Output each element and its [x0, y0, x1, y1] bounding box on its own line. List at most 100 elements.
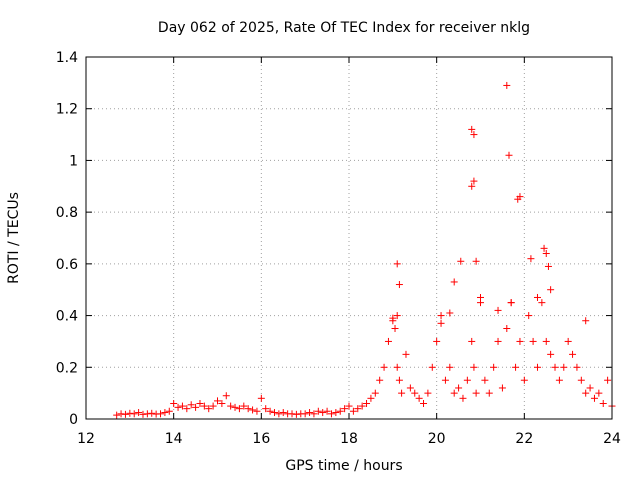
data-point	[538, 299, 546, 307]
data-point	[135, 409, 143, 417]
data-point	[266, 407, 274, 415]
data-point	[542, 250, 550, 258]
data-point	[327, 410, 335, 418]
data-point	[564, 337, 572, 345]
data-point	[604, 376, 612, 384]
grid-layer	[86, 57, 612, 419]
data-point	[540, 244, 548, 252]
x-tick-label: 14	[165, 431, 183, 447]
data-point	[507, 299, 515, 307]
data-point	[527, 255, 535, 263]
data-point	[376, 376, 384, 384]
data-point	[424, 389, 432, 397]
x-tick-label: 18	[340, 431, 358, 447]
data-point	[544, 262, 552, 270]
data-point	[363, 399, 371, 407]
data-point	[411, 389, 419, 397]
data-point	[384, 337, 392, 345]
data-point	[389, 314, 397, 322]
data-point	[354, 405, 362, 413]
chart-title: Day 062 of 2025, Rate Of TEC Index for r…	[158, 20, 530, 36]
data-point	[470, 363, 478, 371]
data-point	[459, 394, 467, 402]
data-point	[178, 402, 186, 410]
data-point	[590, 394, 598, 402]
data-point	[468, 125, 476, 133]
data-point	[345, 402, 353, 410]
data-point	[468, 182, 476, 190]
data-point	[192, 403, 200, 411]
data-point	[494, 306, 502, 314]
data-point	[485, 389, 493, 397]
data-point	[433, 337, 441, 345]
data-point	[380, 363, 388, 371]
data-point	[306, 409, 314, 417]
data-point	[582, 317, 590, 325]
data-point	[516, 337, 524, 345]
data-point	[450, 278, 458, 286]
y-tick-label: 0.2	[56, 360, 78, 376]
data-point	[244, 405, 252, 413]
data-point	[415, 394, 423, 402]
x-tick-label: 22	[515, 431, 533, 447]
y-tick-label: 0.8	[56, 205, 78, 221]
data-point	[139, 410, 147, 418]
data-point	[472, 257, 480, 265]
data-point	[288, 410, 296, 418]
data-point	[249, 406, 257, 414]
data-point	[395, 281, 403, 289]
data-point	[196, 399, 204, 407]
data-point	[214, 397, 221, 405]
data-point	[542, 337, 550, 345]
data-point	[494, 337, 502, 345]
data-point	[533, 293, 541, 301]
data-point	[358, 402, 366, 410]
data-point	[446, 309, 454, 317]
data-point	[310, 410, 318, 418]
data-point	[314, 407, 322, 415]
y-tick-label: 1	[69, 153, 78, 169]
data-point	[520, 376, 528, 384]
data-point	[148, 409, 156, 417]
data-point	[341, 405, 349, 413]
data-point	[113, 411, 121, 419]
data-points-layer	[113, 81, 616, 419]
data-point	[560, 363, 568, 371]
data-point	[161, 409, 169, 417]
data-point	[525, 312, 533, 320]
x-tick-label: 24	[603, 431, 621, 447]
data-point	[209, 402, 217, 410]
data-point	[437, 319, 445, 327]
data-point	[275, 410, 283, 418]
data-point	[529, 337, 537, 345]
y-tick-label: 0.4	[56, 309, 78, 325]
data-point	[441, 376, 449, 384]
data-point	[569, 350, 577, 358]
data-point	[437, 312, 445, 320]
data-point	[516, 193, 524, 201]
x-tick-label: 20	[428, 431, 446, 447]
data-point	[336, 407, 344, 415]
y-tick-label: 1.2	[56, 102, 78, 118]
data-point	[420, 399, 428, 407]
ticks-layer: 12 14 16 18 20 22 24 0 0.2 0.4 0.6 0.8 1 1.2 1.4	[56, 50, 621, 447]
data-point	[477, 293, 484, 301]
data-point	[391, 325, 399, 332]
data-point	[599, 399, 607, 407]
data-point	[323, 407, 331, 415]
data-point	[455, 384, 463, 392]
data-point	[503, 325, 511, 332]
y-tick-label: 1.4	[56, 50, 78, 66]
data-point	[503, 81, 511, 89]
data-point	[577, 376, 585, 384]
data-point	[170, 399, 178, 407]
data-point	[463, 376, 471, 384]
data-point	[428, 363, 436, 371]
data-point	[117, 410, 125, 418]
data-point	[472, 389, 480, 397]
data-point	[205, 405, 213, 413]
data-point	[143, 410, 151, 418]
data-point	[586, 384, 594, 392]
data-point	[481, 376, 489, 384]
